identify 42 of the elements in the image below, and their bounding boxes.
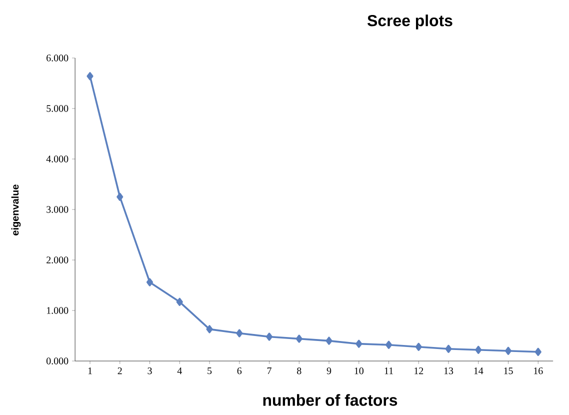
y-axis-title: eigenvalue xyxy=(11,184,21,236)
x-tick-label: 11 xyxy=(384,368,393,374)
point xyxy=(206,325,213,334)
chart-title: Scree plots xyxy=(367,14,452,30)
x-tick-label: 7 xyxy=(267,368,272,374)
x-tick-label: 9 xyxy=(326,368,332,374)
point xyxy=(176,298,183,306)
x-tick-label: 12 xyxy=(414,368,424,374)
point xyxy=(385,340,392,349)
x-tick-label: 3 xyxy=(148,368,152,374)
x-tick-label: 1 xyxy=(88,368,92,374)
point xyxy=(475,346,482,354)
point xyxy=(534,348,542,356)
x-tick-label: 4 xyxy=(177,368,182,374)
x-tick-label: 13 xyxy=(444,368,454,374)
x-tick-label: 2 xyxy=(118,368,122,374)
point xyxy=(504,346,512,355)
x-tick-label: 10 xyxy=(354,368,364,374)
point xyxy=(146,278,154,286)
x-tick-label: 15 xyxy=(504,368,513,374)
y-tick-label: 2.000 xyxy=(46,256,68,264)
x-axis-title: number of factors xyxy=(263,394,398,406)
y-tick-label: 5.000 xyxy=(46,105,68,112)
point xyxy=(86,72,94,80)
y-tick-label: 1.000 xyxy=(47,307,68,314)
y-tick-label: 0.000 xyxy=(46,358,68,364)
x-tick-label: 14 xyxy=(474,368,484,374)
point xyxy=(356,340,362,348)
point xyxy=(445,344,452,353)
x-tick-label: 6 xyxy=(237,368,242,374)
x-tick-label: 5 xyxy=(208,368,212,374)
point xyxy=(296,334,302,343)
y-tick-label: 6.000 xyxy=(46,54,68,62)
y-tick-label: 3.000 xyxy=(46,206,68,213)
point xyxy=(326,336,332,345)
x-tick-label: 8 xyxy=(297,368,302,374)
point xyxy=(236,329,243,338)
x-tick-label: 16 xyxy=(534,368,543,374)
point xyxy=(415,342,422,351)
point xyxy=(266,332,273,341)
y-tick-label: 4.000 xyxy=(46,156,68,162)
point xyxy=(116,192,124,201)
